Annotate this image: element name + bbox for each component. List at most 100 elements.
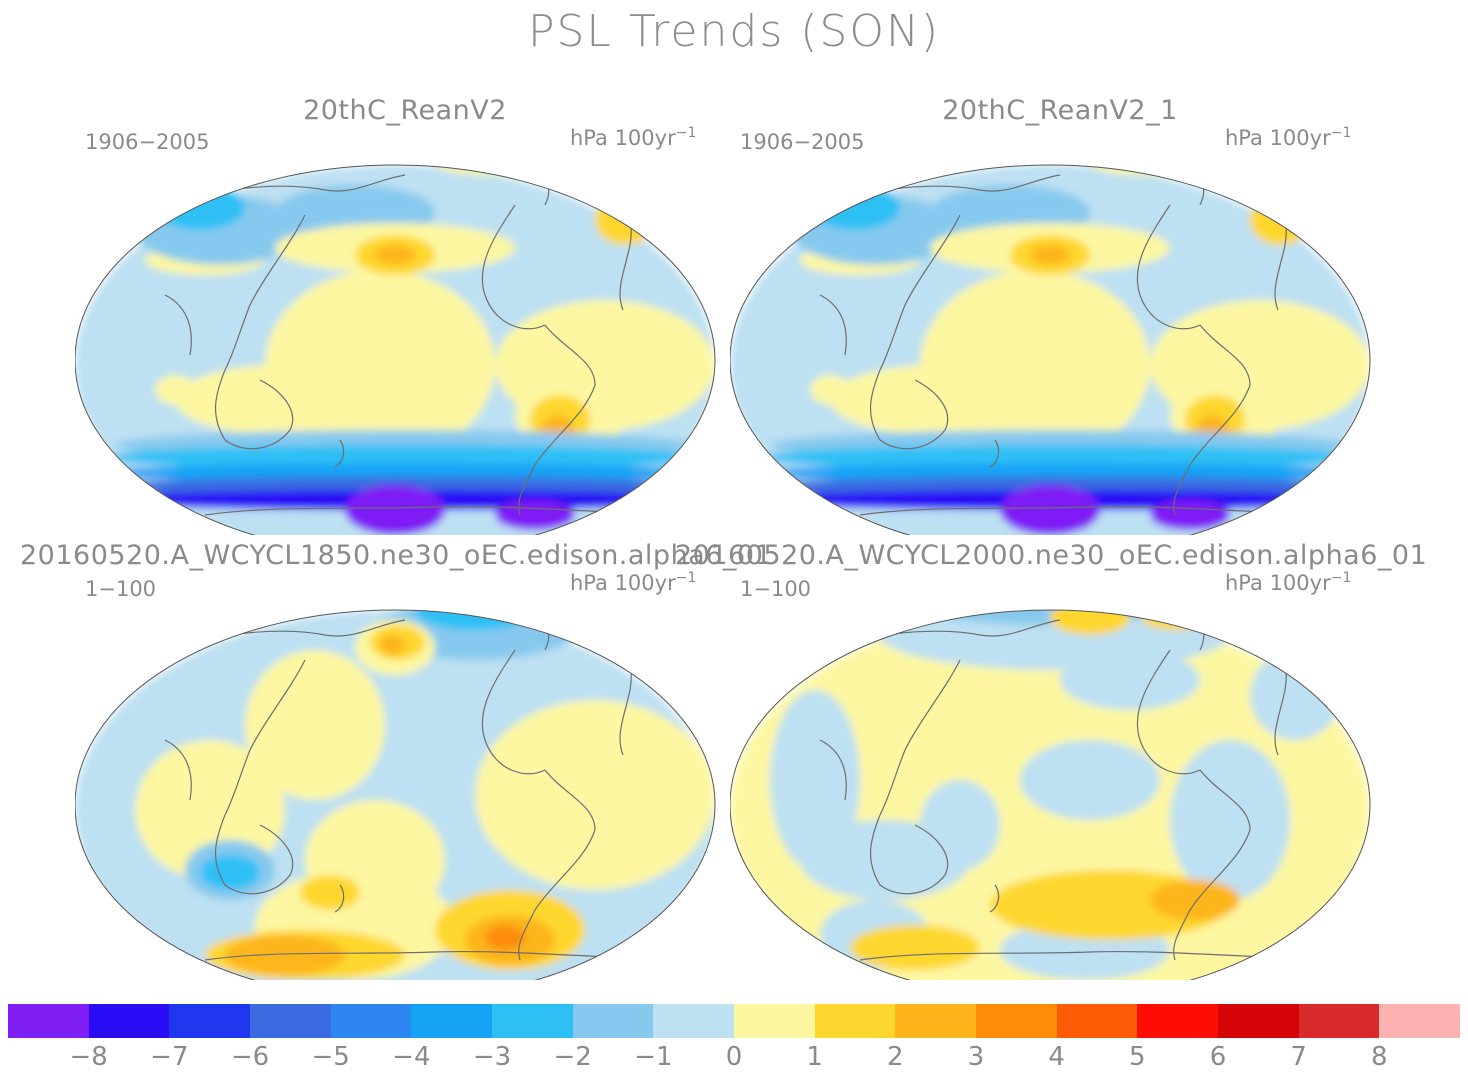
contour-region	[485, 925, 525, 950]
map-panel-top-right: 20thC_ReanV2_1 1906−2005 hPa 100yr−1	[730, 95, 1390, 535]
colorbar-tick-label: 0	[725, 1042, 743, 1072]
colorbar-swatch	[1056, 1004, 1138, 1038]
coastline	[859, 505, 1291, 516]
coastline	[481, 204, 546, 330]
colorbar-tick-label: 6	[1209, 1042, 1227, 1072]
contour-region	[770, 690, 860, 870]
psl-trend-map	[75, 140, 716, 535]
contour-region	[1030, 245, 1070, 265]
colorbar-swatch	[1137, 1004, 1219, 1038]
colorbar-tick-label: 7	[1290, 1042, 1307, 1072]
coastline	[214, 814, 294, 895]
colorbar-tick-label: 4	[1048, 1042, 1065, 1072]
coastline	[164, 294, 192, 356]
colorbar-swatch	[492, 1004, 573, 1038]
contour-region	[1150, 880, 1240, 920]
contour-region	[1020, 740, 1160, 820]
contour-region	[475, 700, 715, 890]
coastline	[869, 814, 949, 895]
panel-units: hPa 100yr−1	[1225, 570, 1352, 595]
map-panel-bottom-left: 20160520.A_WCYCL1850.ne30_oEC.edison.alp…	[20, 540, 772, 980]
colorbar-swatch	[1298, 1004, 1380, 1038]
coastline	[204, 505, 636, 516]
panel-units: hPa 100yr−1	[570, 570, 697, 595]
contour-region	[1050, 610, 1130, 635]
colorbar-swatch	[572, 1004, 654, 1038]
coastline	[1136, 649, 1201, 775]
contour-region	[155, 375, 195, 405]
contour-region	[810, 375, 850, 405]
coastline	[859, 950, 1291, 961]
colorbar-tick-label: 5	[1129, 1042, 1146, 1072]
panel-units: hPa 100yr−1	[1225, 125, 1352, 150]
map-panel-top-left: 20thC_ReanV2 1906−2005 hPa 100yr−1	[75, 95, 735, 535]
contour-region	[345, 485, 445, 535]
contour-region	[155, 185, 245, 230]
panel-title: 20thC_ReanV2_1	[942, 95, 1178, 126]
contour-region	[1250, 195, 1310, 245]
panel-period: 1−100	[85, 577, 157, 601]
colorbar-tick-label: −4	[392, 1042, 431, 1072]
panel-period: 1906−2005	[740, 130, 865, 154]
colorbar-swatch	[976, 1004, 1057, 1038]
colorbar-swatch	[814, 1004, 896, 1038]
colorbar-swatch	[330, 1004, 412, 1038]
coastline	[819, 294, 847, 356]
coastline	[989, 884, 1000, 913]
contour-region	[300, 875, 360, 910]
coastline	[819, 739, 847, 801]
contour-region	[1250, 650, 1340, 740]
map-panel-bottom-right: 20160520.A_WCYCL2000.ne30_oEC.edison.alp…	[675, 540, 1427, 980]
contour-region	[200, 855, 260, 890]
coastline	[1136, 204, 1201, 330]
coastline	[224, 659, 306, 816]
colorbar-swatch	[88, 1004, 170, 1038]
coastline	[334, 884, 345, 913]
contour-region	[595, 195, 655, 245]
panel-units: hPa 100yr−1	[570, 125, 697, 150]
contour-region	[1000, 485, 1100, 535]
coastline	[869, 369, 949, 450]
psl-trend-map	[730, 575, 1371, 980]
panel-period: 1−100	[740, 577, 812, 601]
contour-region	[755, 463, 1365, 483]
coastline	[879, 659, 961, 816]
coastline	[1173, 769, 1251, 961]
colorbar-swatch	[734, 1004, 815, 1038]
colorbar-tick-label: −7	[150, 1042, 189, 1072]
coastline	[214, 369, 294, 450]
coastline	[224, 214, 306, 371]
panel-title: 20160520.A_WCYCL2000.ne30_oEC.edison.alp…	[675, 540, 1428, 571]
coastline	[518, 324, 596, 516]
colorbar-tick-label: 3	[967, 1042, 985, 1072]
colorbar-swatch	[895, 1004, 977, 1038]
coastline	[334, 439, 345, 468]
psl-trend-map	[730, 140, 1371, 535]
panel-title: 20thC_ReanV2	[303, 95, 507, 126]
contour-region	[605, 630, 645, 660]
contour-region	[1090, 140, 1190, 165]
contour-region	[1170, 740, 1290, 900]
contour-region	[415, 610, 535, 630]
psl-trend-map	[75, 609, 716, 980]
colorbar-tick-label: 1	[806, 1042, 823, 1072]
contour-region	[435, 140, 535, 165]
panel-title: 20160520.A_WCYCL1850.ne30_oEC.edison.alp…	[20, 540, 773, 571]
coastline	[1173, 324, 1251, 516]
contour-region	[930, 575, 1150, 600]
coastline	[481, 649, 546, 775]
contour-region	[1080, 165, 1200, 175]
colorbar-swatch	[653, 1004, 735, 1038]
coastline	[164, 739, 192, 801]
colorbar-swatch	[8, 1004, 89, 1038]
colorbar-labels: −8 −7 −6 −5 −4 −3 −2 −1 0 1 2 3 4 5 6 7 8	[8, 1042, 1460, 1076]
contour-region	[850, 925, 980, 970]
figure-title: PSL Trends (SON)	[527, 6, 941, 57]
contour-region	[830, 365, 1040, 435]
contour-region	[810, 185, 900, 230]
contour-region	[920, 780, 1000, 870]
colorbar-swatch	[169, 1004, 251, 1038]
colorbar-swatch	[250, 1004, 331, 1038]
panel-period: 1906−2005	[85, 130, 210, 154]
contour-region	[245, 650, 385, 800]
